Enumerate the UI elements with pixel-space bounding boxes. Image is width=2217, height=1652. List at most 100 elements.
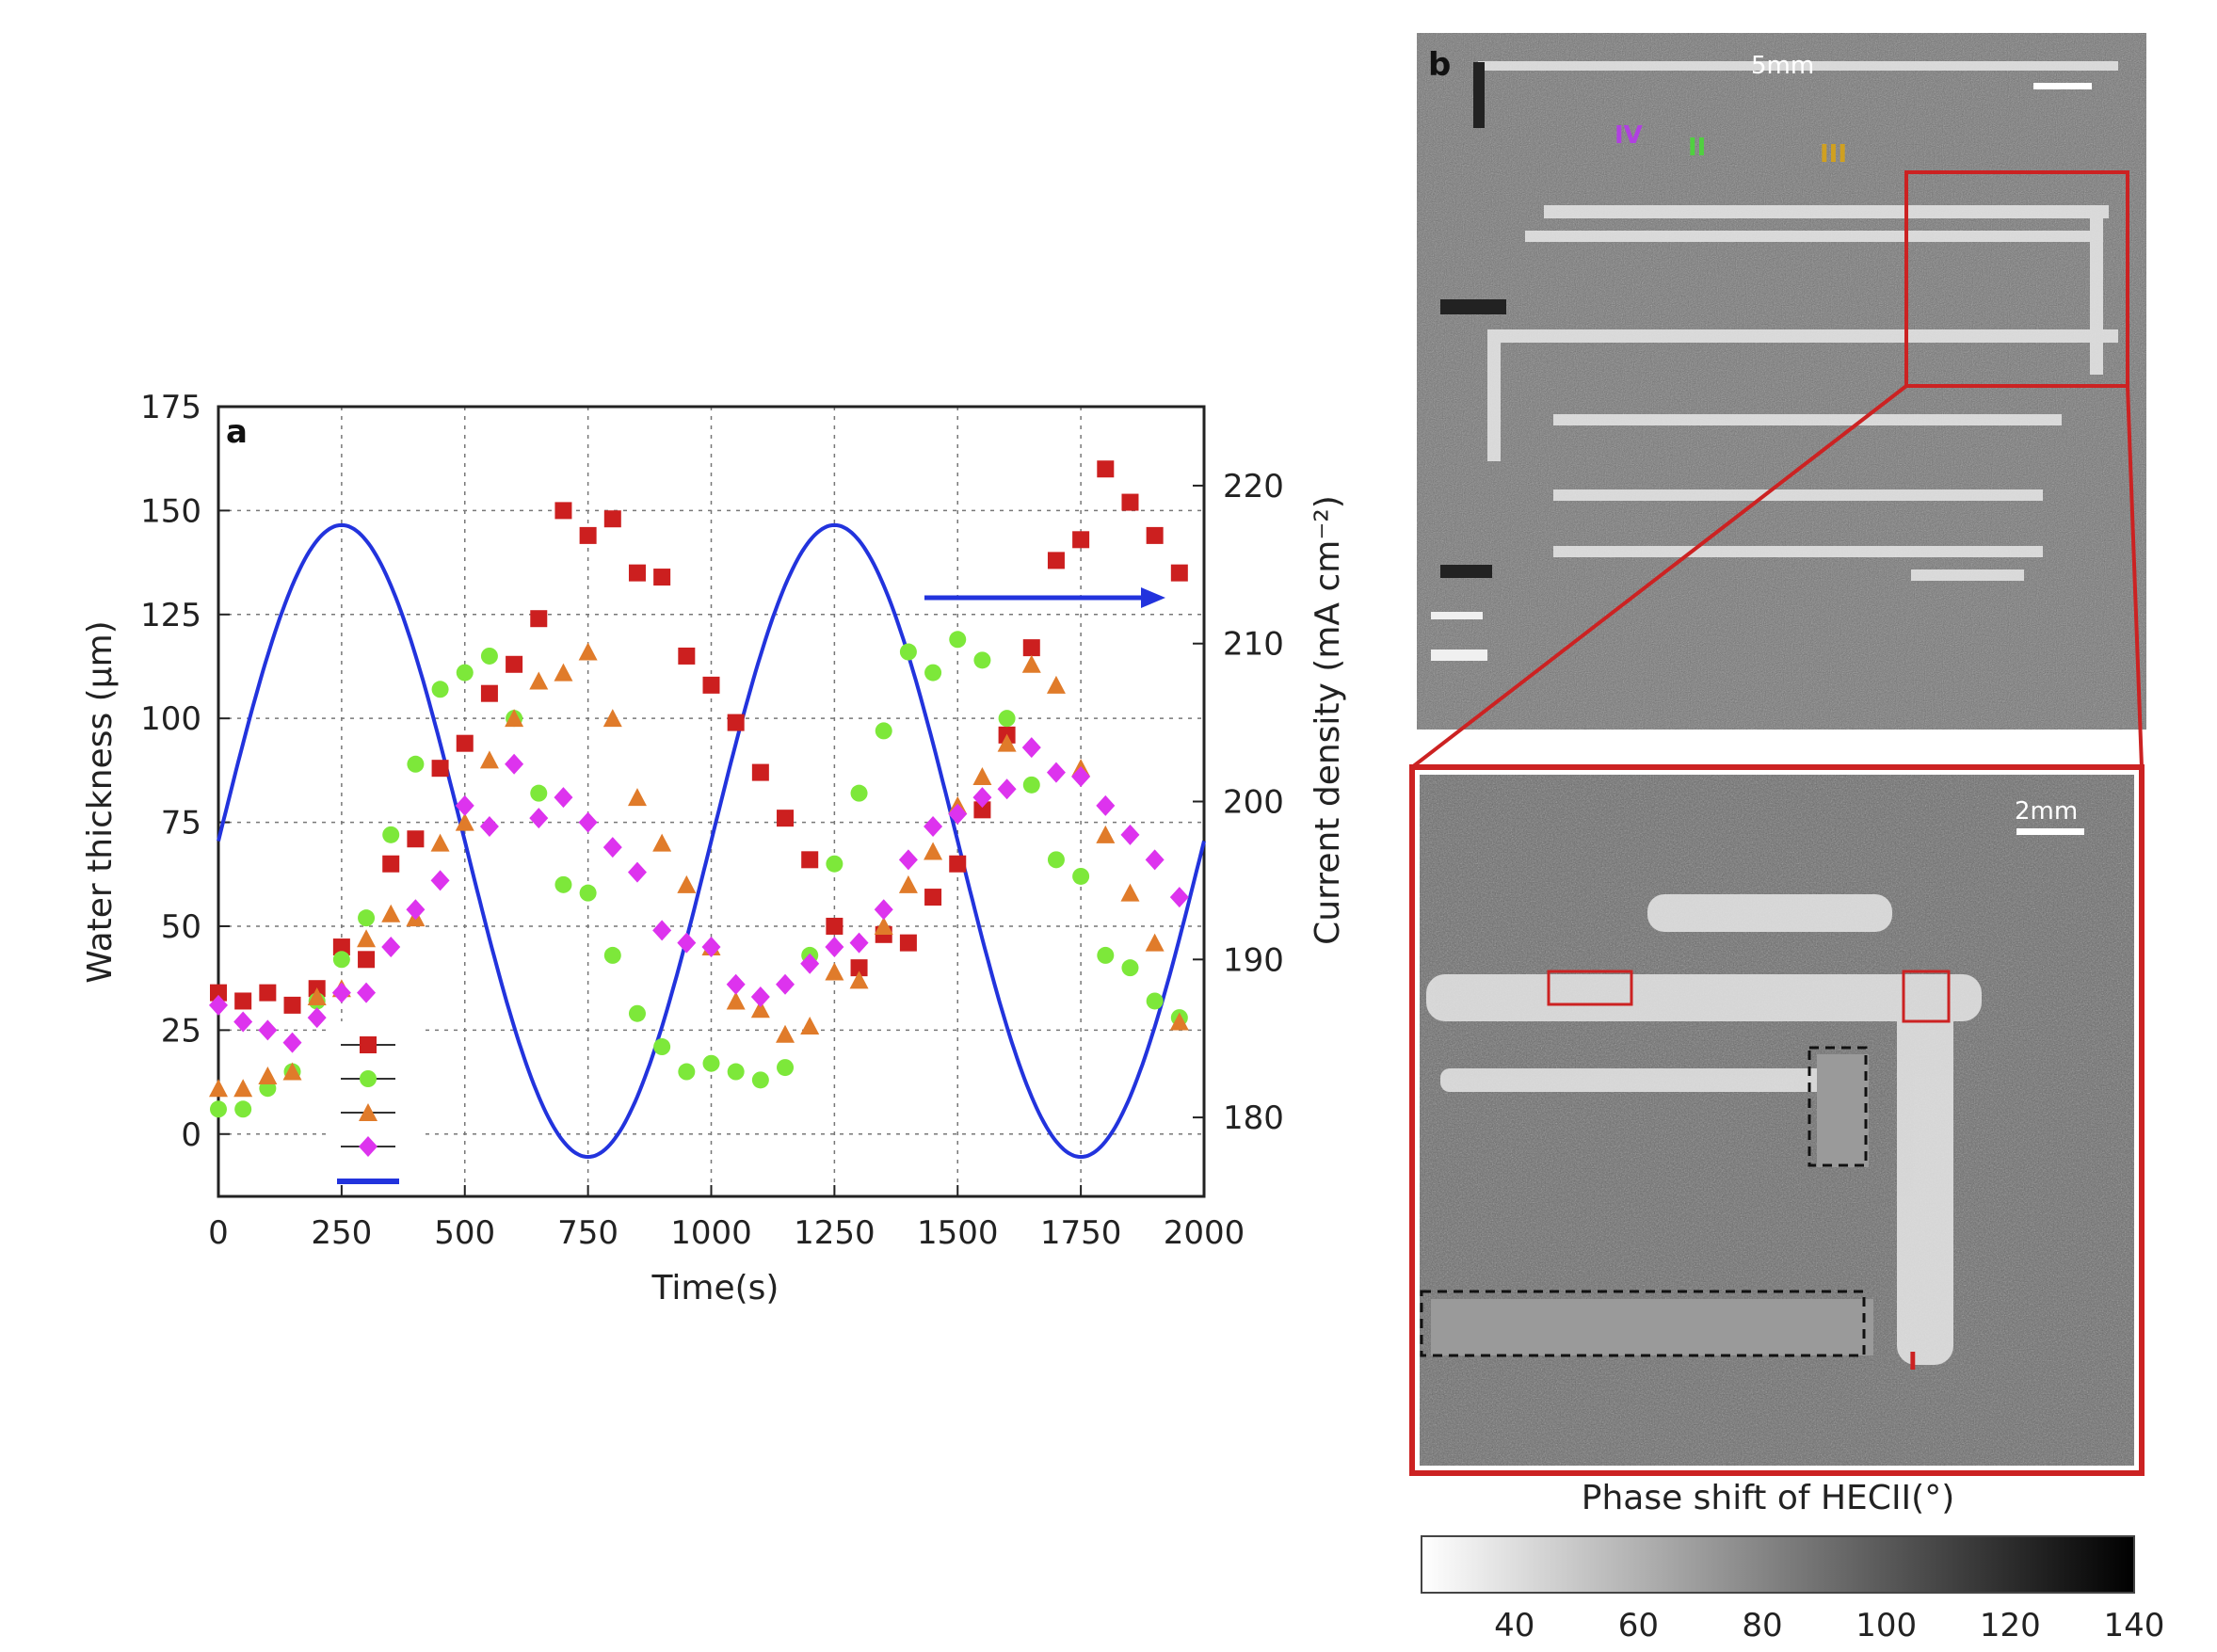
grid-lines — [218, 407, 1204, 1196]
panel-a-letter: a — [226, 413, 248, 451]
data-point-circle — [899, 643, 917, 661]
y-tick-label: 75 — [161, 805, 201, 842]
data-point-diamond — [357, 982, 377, 1003]
data-point-triangle — [578, 642, 598, 661]
data-point-diamond — [307, 1007, 327, 1029]
y-tick-label: 0 — [181, 1116, 201, 1154]
y-tick-label: 150 — [140, 492, 201, 530]
legend-box — [331, 1021, 426, 1181]
colorbar-tick-label: 40 — [1494, 1607, 1534, 1644]
legend-marker-triangle — [359, 1103, 378, 1121]
data-point-circle — [973, 651, 991, 669]
y-tick-label: 175 — [140, 389, 201, 426]
data-point-triangle — [455, 812, 474, 831]
zoom-connector-lines — [1410, 384, 2144, 769]
data-point-square — [777, 810, 795, 827]
panel-b-letter: b — [1428, 46, 1451, 84]
data-point-diamond — [726, 973, 746, 995]
y-axis-ticks: 0 25 50 75 100 125 150 175 — [140, 389, 230, 1154]
data-point-triangle — [627, 788, 647, 807]
data-point-circle — [628, 1004, 646, 1022]
x-tick-label: 500 — [434, 1214, 495, 1252]
data-point-triangle — [1169, 1012, 1189, 1031]
y2-tick-label: 190 — [1223, 941, 1284, 979]
data-point-triangle — [1021, 654, 1041, 673]
data-point-square — [234, 992, 252, 1010]
data-point-diamond — [924, 815, 943, 837]
data-point-circle — [382, 826, 400, 843]
axis-arrow — [924, 587, 1165, 608]
data-point-triangle — [898, 874, 918, 893]
y2-tick-label: 200 — [1223, 784, 1284, 822]
data-point-diamond — [898, 849, 918, 871]
data-point-diamond — [701, 937, 721, 958]
data-point-diamond — [750, 986, 770, 1008]
x-tick-label: 1000 — [670, 1214, 752, 1252]
data-point-triangle — [750, 1000, 770, 1018]
data-point-diamond — [1071, 766, 1091, 788]
y-axis-label: Water thickness (μm) — [81, 620, 120, 983]
data-point-square — [653, 569, 671, 586]
data-point-diamond — [800, 953, 820, 974]
data-point-square — [554, 502, 572, 520]
data-point-circle — [358, 909, 376, 927]
data-point-square — [382, 855, 400, 873]
data-point-diamond — [972, 787, 992, 809]
data-point-triangle — [776, 1024, 795, 1043]
data-point-triangle — [825, 962, 844, 981]
data-point-triangle — [677, 874, 697, 893]
scale-bar-top — [2033, 83, 2092, 89]
data-point-triangle — [554, 663, 573, 682]
data-point-square — [480, 684, 498, 702]
data-point-triangle — [430, 833, 450, 852]
data-point-square — [727, 714, 745, 731]
data-point-square — [1097, 460, 1115, 478]
data-point-square — [407, 830, 425, 848]
data-point-circle — [998, 710, 1016, 728]
data-point-triangle — [357, 929, 377, 948]
data-point-square — [1170, 564, 1188, 582]
data-point-diamond — [529, 808, 549, 829]
y2-tick-label: 210 — [1223, 626, 1284, 664]
data-point-circle — [850, 784, 868, 802]
data-point-circle — [751, 1071, 769, 1089]
data-point-triangle — [505, 709, 524, 728]
data-point-diamond — [479, 815, 499, 837]
data-point-square — [1072, 531, 1090, 549]
data-point-diamond — [1145, 849, 1165, 871]
data-point-circle — [234, 1100, 252, 1118]
label-iv: IV — [1615, 121, 1643, 150]
legend-marker-diamond — [359, 1136, 378, 1157]
data-point-circle — [924, 664, 942, 682]
x-tick-label: 1500 — [917, 1214, 999, 1252]
data-point-circle — [653, 1038, 671, 1056]
data-point-circle — [777, 1059, 795, 1077]
x-axis-ticks: 0 250 500 750 1000 1250 1500 1750 2000 — [208, 1185, 1245, 1252]
data-point-triangle — [972, 767, 992, 786]
y2-tick-label: 180 — [1223, 1099, 1284, 1137]
data-point-circle — [727, 1063, 745, 1081]
data-point-circle — [1146, 992, 1164, 1010]
data-point-square — [628, 564, 646, 582]
data-point-circle — [1121, 959, 1139, 977]
y-tick-label: 125 — [140, 597, 201, 634]
x-tick-label: 2000 — [1164, 1214, 1245, 1252]
data-point-circle — [1097, 946, 1115, 964]
data-point-square — [210, 984, 227, 1002]
y-tick-label: 25 — [161, 1012, 201, 1050]
data-point-triangle — [1120, 883, 1140, 902]
data-point-diamond — [455, 794, 474, 816]
dashed-region-horizontal — [1420, 1290, 1866, 1357]
data-point-diamond — [1120, 824, 1140, 845]
data-point-diamond — [1169, 887, 1189, 908]
x-tick-label: 750 — [557, 1214, 619, 1252]
zoom-region-box — [1904, 170, 2129, 388]
colorbar — [1421, 1535, 2135, 1594]
data-point-diamond — [406, 899, 426, 921]
data-point-square — [283, 996, 301, 1014]
data-point-circle — [875, 722, 892, 740]
series-layer — [209, 460, 1206, 1160]
data-point-triangle — [849, 970, 869, 989]
data-point-diamond — [209, 994, 228, 1016]
